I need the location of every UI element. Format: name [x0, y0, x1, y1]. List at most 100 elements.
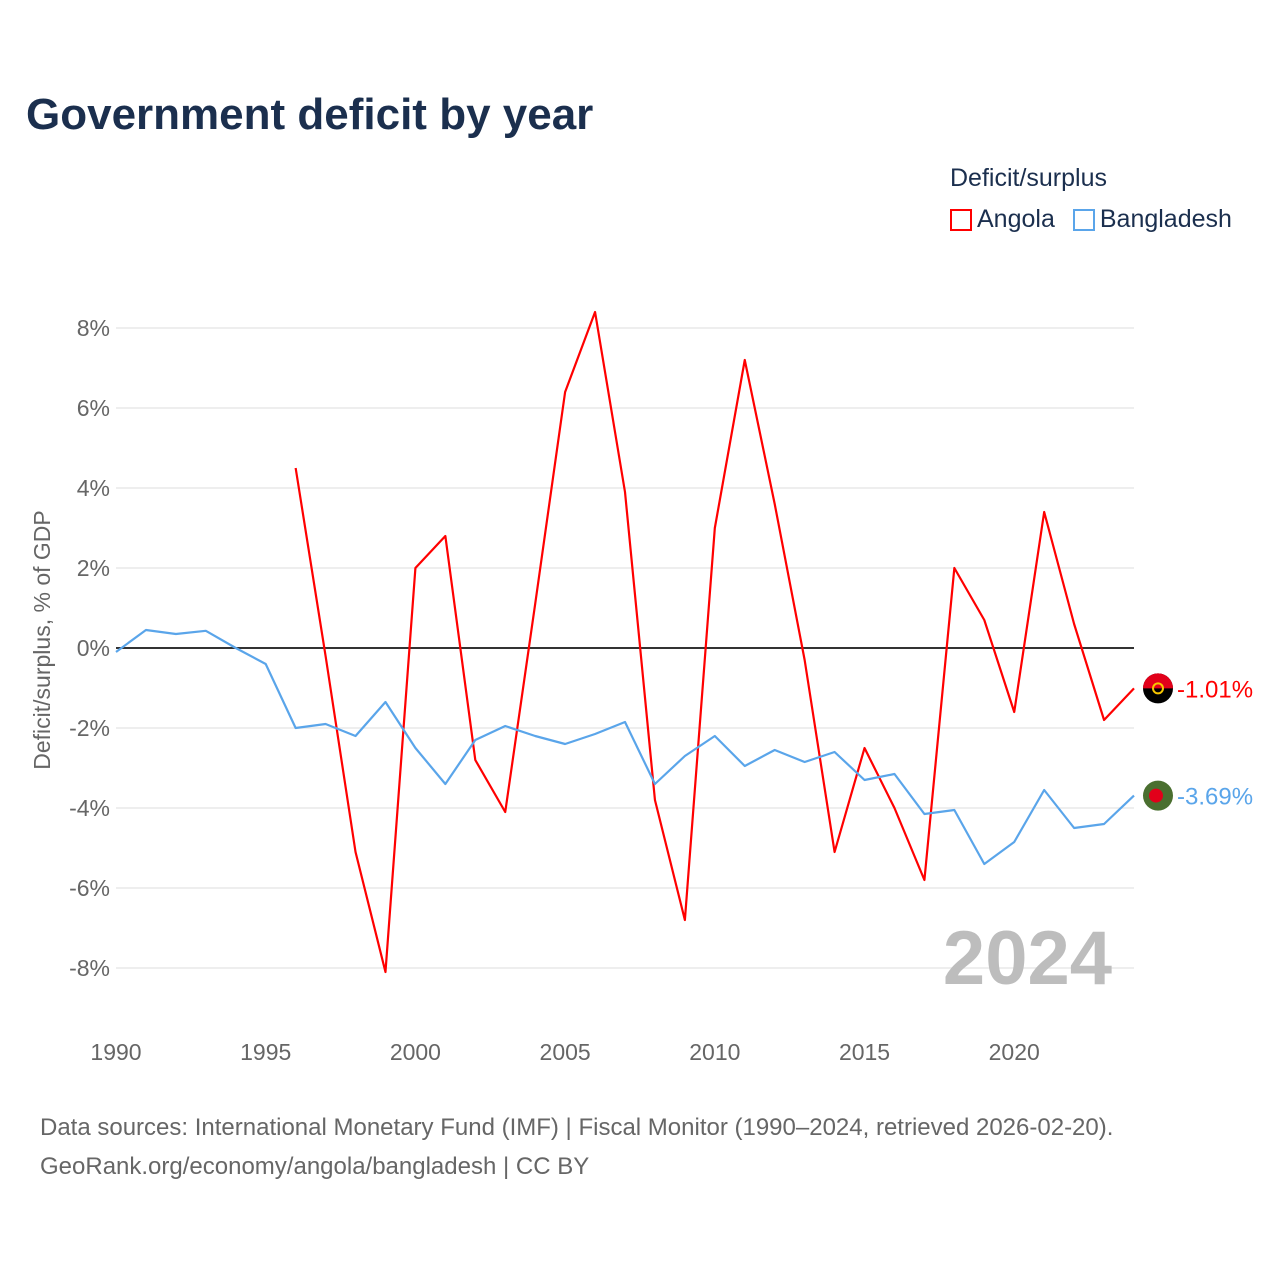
- data-point-bangladesh: [593, 732, 598, 737]
- data-point-bangladesh: [413, 746, 418, 751]
- data-point-angola: [892, 806, 897, 811]
- y-tick-label: 4%: [77, 475, 110, 501]
- data-point-bangladesh: [1102, 822, 1107, 827]
- x-tick-label: 2020: [989, 1039, 1040, 1065]
- data-point-angola: [682, 918, 687, 923]
- data-point-angola: [533, 602, 538, 607]
- y-tick-label: -8%: [69, 955, 110, 981]
- data-point-angola: [862, 746, 867, 751]
- x-tick-label: 2000: [390, 1039, 441, 1065]
- data-point-bangladesh: [892, 772, 897, 777]
- y-axis-label: Deficit/surplus, % of GDP: [29, 510, 55, 769]
- data-point-angola: [293, 466, 298, 471]
- series-line-bangladesh: [115, 628, 1135, 866]
- x-tick-label: 2015: [839, 1039, 890, 1065]
- data-point-bangladesh: [623, 720, 628, 725]
- y-tick-label: 2%: [77, 555, 110, 581]
- x-tick-label: 2005: [540, 1039, 591, 1065]
- data-point-angola: [742, 358, 747, 363]
- data-point-angola: [922, 878, 927, 883]
- data-point-bangladesh: [263, 662, 268, 667]
- legend-label: Bangladesh: [1099, 205, 1232, 233]
- x-tick-label: 1990: [90, 1039, 141, 1065]
- legend-swatch-angola: [950, 208, 972, 231]
- data-point-angola: [623, 490, 628, 495]
- data-point-angola: [802, 658, 807, 663]
- data-point-angola: [443, 534, 448, 539]
- data-point-angola: [563, 390, 568, 395]
- data-point-bangladesh: [473, 738, 478, 743]
- data-point-angola: [323, 654, 328, 659]
- y-tick-label: 0%: [77, 635, 110, 661]
- data-point-bangladesh: [503, 724, 508, 729]
- legend-title: Deficit/surplus: [950, 164, 1107, 192]
- data-point-bangladesh: [383, 700, 388, 705]
- data-point-angola: [383, 970, 388, 975]
- data-point-angola: [473, 758, 478, 763]
- data-point-angola: [1012, 710, 1017, 715]
- data-point-angola: [952, 566, 957, 571]
- bangladesh-flag-icon: [1149, 788, 1163, 803]
- data-point-bangladesh: [1012, 840, 1017, 845]
- data-point-bangladesh: [682, 754, 687, 759]
- source-line-2: GeoRank.org/economy/angola/bangladesh | …: [40, 1153, 590, 1180]
- source-line-1: Data sources: International Monetary Fun…: [40, 1114, 1114, 1141]
- data-point-bangladesh: [922, 812, 927, 817]
- data-point-bangladesh: [323, 722, 328, 727]
- data-point-angola: [353, 850, 358, 855]
- legend-item-bangladesh[interactable]: Bangladesh: [1072, 205, 1232, 234]
- series-line-angola: [294, 310, 1135, 974]
- legend-item-angola[interactable]: Angola: [950, 205, 1055, 234]
- data-point-bangladesh: [742, 764, 747, 769]
- data-point-bangladesh: [353, 734, 358, 739]
- y-tick-label: 6%: [77, 395, 110, 421]
- y-tick-label: -2%: [69, 715, 110, 741]
- chart-title: Government deficit by year: [26, 90, 594, 139]
- data-point-bangladesh: [533, 734, 538, 739]
- data-point-angola: [832, 850, 837, 855]
- data-point-bangladesh: [1042, 788, 1047, 793]
- data-point-angola: [772, 502, 777, 507]
- x-tick-label: 2010: [689, 1039, 740, 1065]
- data-point-angola: [413, 566, 418, 571]
- data-point-bangladesh: [114, 650, 119, 655]
- data-point-angola: [1102, 718, 1107, 723]
- data-point-bangladesh: [712, 734, 717, 739]
- data-point-angola: [652, 798, 657, 803]
- data-point-bangladesh: [443, 782, 448, 787]
- legend-swatch-bangladesh: [1072, 208, 1095, 231]
- end-value-label: -1.01%: [1177, 676, 1253, 703]
- data-point-bangladesh: [143, 628, 148, 633]
- data-point-angola: [503, 810, 508, 815]
- x-tick-label: 1995: [240, 1039, 291, 1065]
- data-point-bangladesh: [563, 742, 568, 747]
- data-point-angola: [593, 310, 598, 315]
- data-point-angola: [1072, 622, 1077, 627]
- data-point-bangladesh: [1132, 793, 1137, 798]
- data-point-bangladesh: [982, 862, 987, 867]
- end-value-label: -3.69%: [1177, 784, 1253, 811]
- data-point-bangladesh: [802, 760, 807, 765]
- data-point-bangladesh: [952, 808, 957, 813]
- data-point-bangladesh: [652, 782, 657, 787]
- source-note: Data sources: International Monetary Fun…: [40, 1108, 1113, 1186]
- y-tick-label: 8%: [77, 315, 110, 341]
- data-point-bangladesh: [862, 778, 867, 783]
- data-point-bangladesh: [832, 750, 837, 755]
- data-point-angola: [712, 526, 717, 531]
- data-point-bangladesh: [772, 748, 777, 753]
- angola-flag-icon: [1143, 673, 1173, 689]
- data-point-bangladesh: [203, 628, 208, 633]
- data-point-angola: [1132, 686, 1137, 691]
- legend-label: Angola: [977, 205, 1055, 233]
- data-point-angola: [982, 618, 987, 623]
- legend: Angola Bangladesh: [950, 205, 1232, 234]
- y-tick-label: -4%: [69, 795, 110, 821]
- angola-flag-icon: [1152, 682, 1164, 695]
- data-point-bangladesh: [173, 632, 178, 637]
- data-point-bangladesh: [293, 726, 298, 731]
- y-tick-label: -6%: [69, 875, 110, 901]
- data-point-angola: [1042, 510, 1047, 515]
